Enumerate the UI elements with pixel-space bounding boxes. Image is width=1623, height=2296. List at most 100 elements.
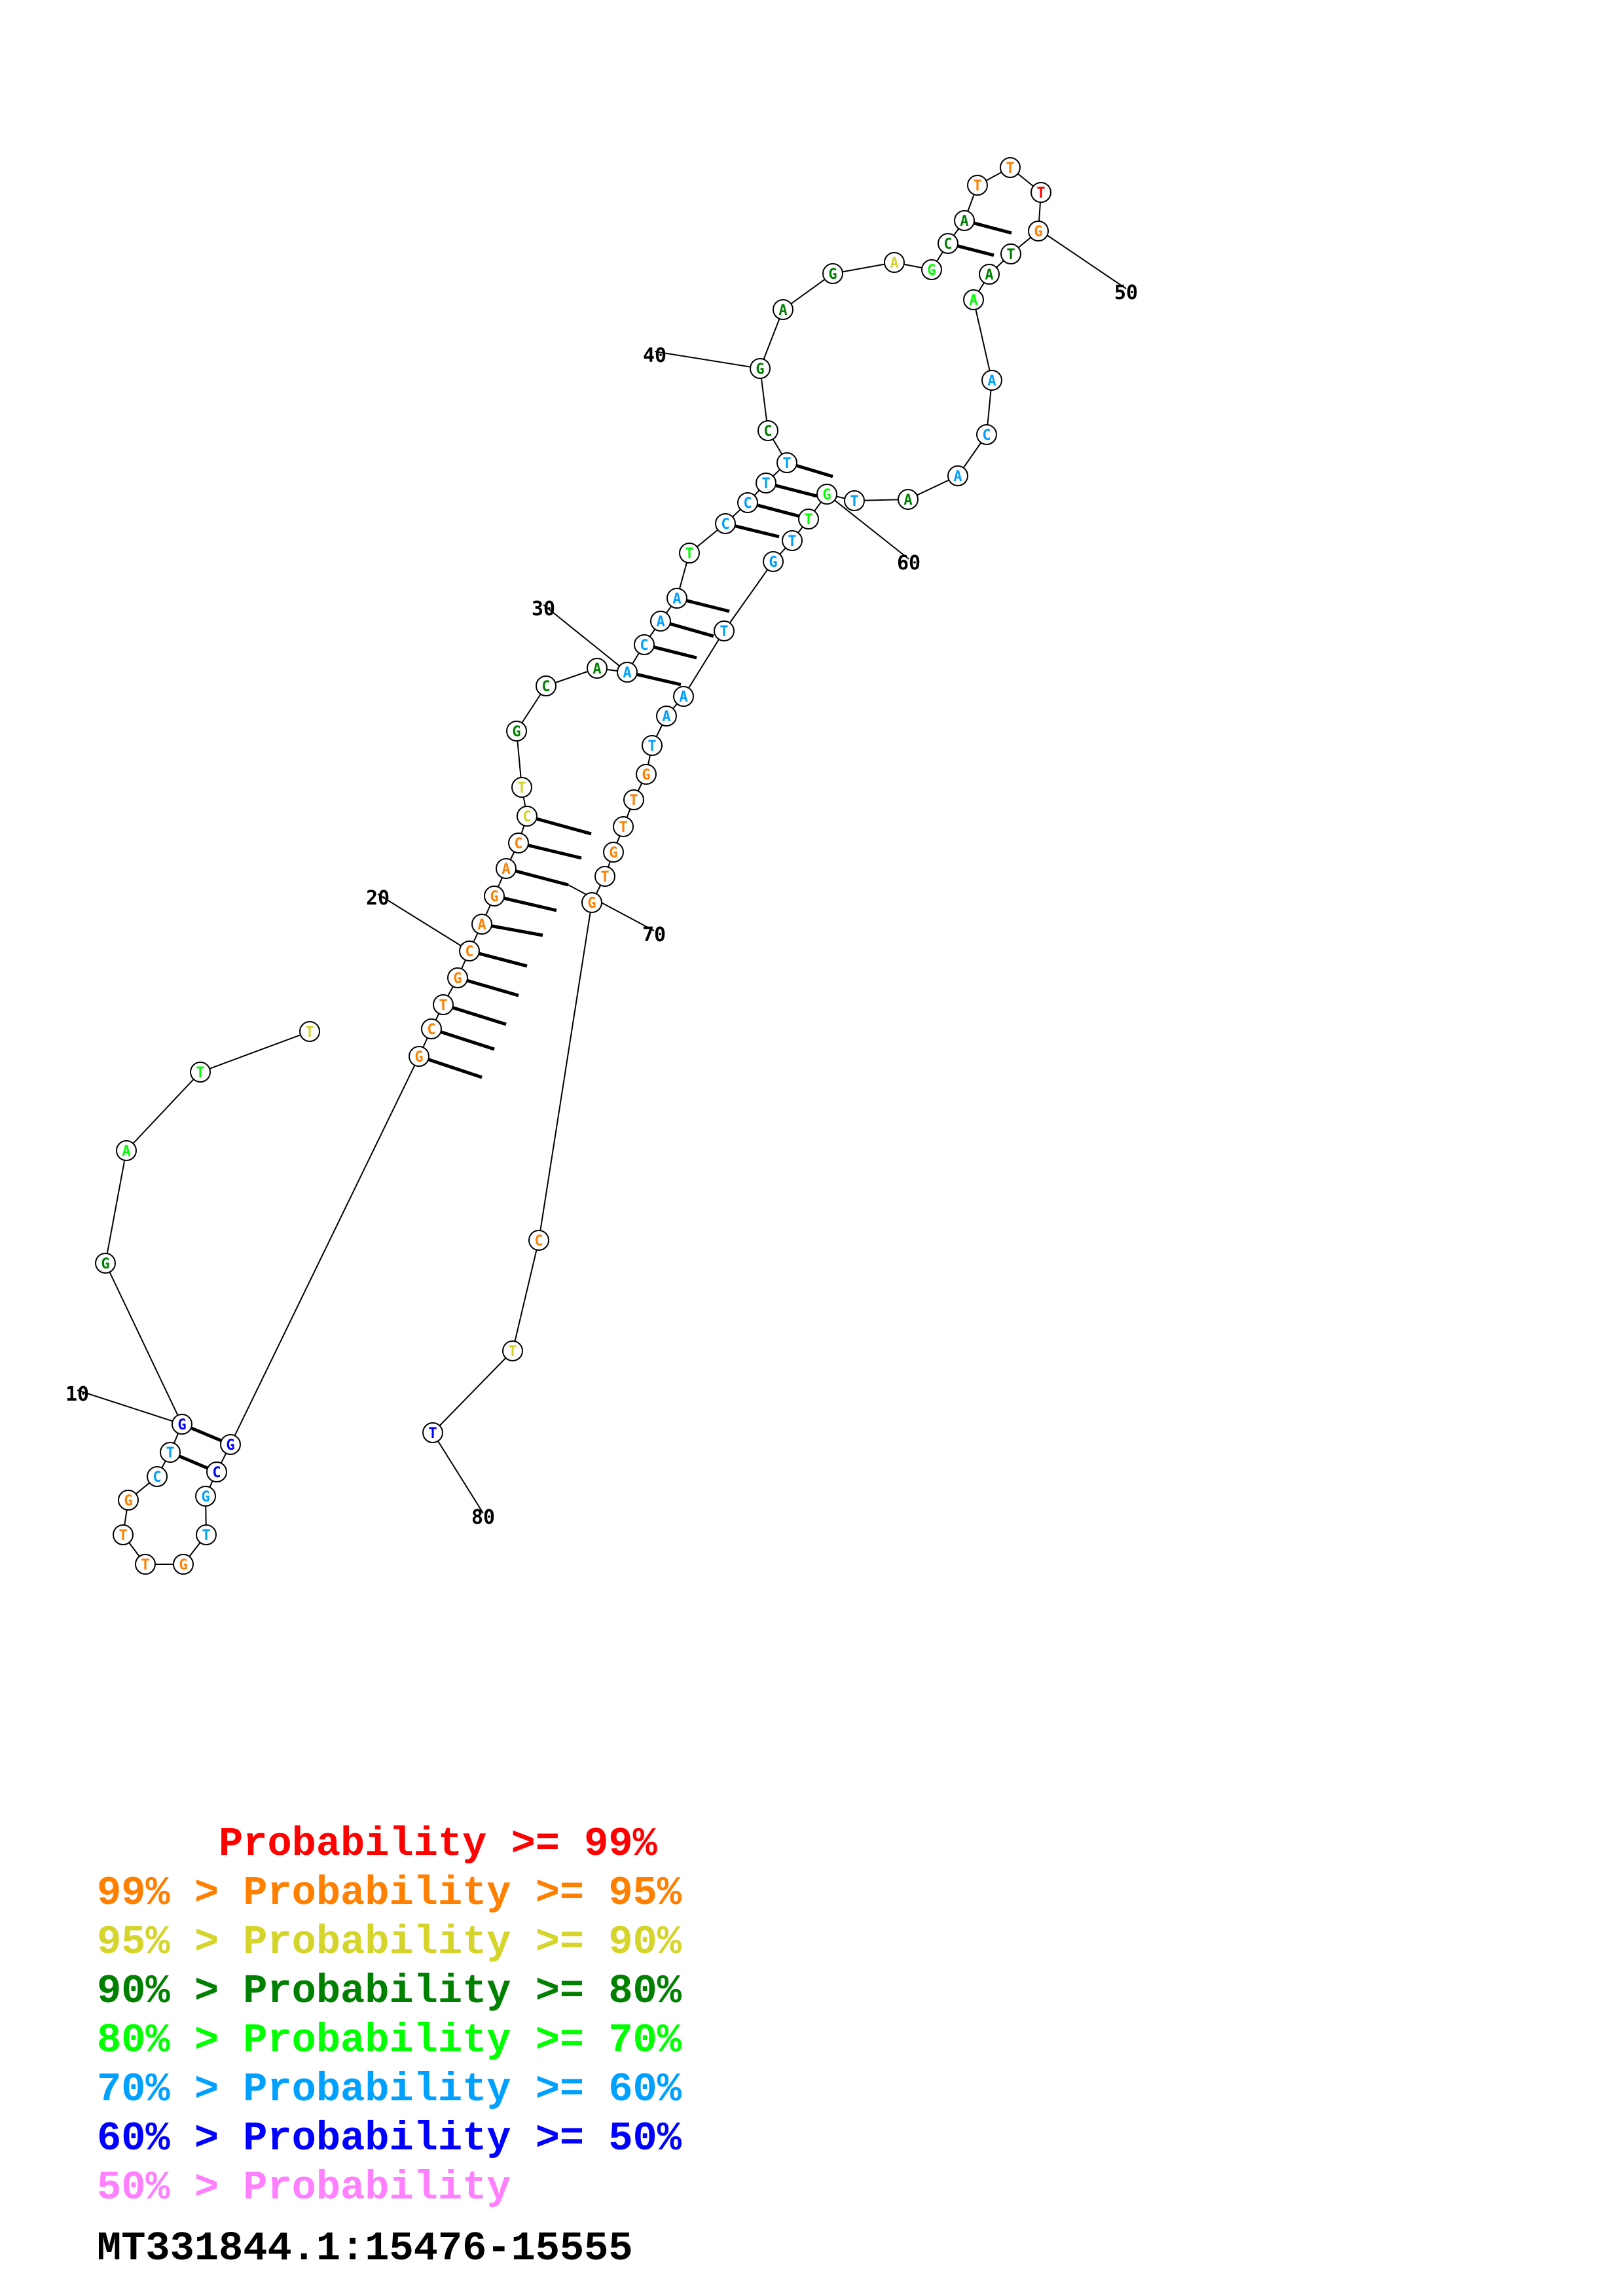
svg-text:T: T — [804, 512, 812, 528]
nucleotide: A — [884, 252, 905, 273]
backbone-segment — [105, 1263, 183, 1425]
nucleotide: T — [160, 1442, 181, 1463]
svg-text:C: C — [943, 236, 952, 253]
svg-text:G: G — [927, 262, 936, 279]
svg-text:A: A — [477, 917, 486, 933]
nucleotide: T — [511, 777, 532, 798]
nucleotide: G — [173, 1554, 194, 1575]
svg-text:T: T — [619, 819, 627, 836]
nucleotide: A — [656, 706, 677, 726]
nucleotide: T — [433, 994, 454, 1015]
svg-text:T: T — [166, 1445, 174, 1462]
base-pair — [418, 1054, 483, 1079]
position-label: 10 — [65, 1383, 89, 1406]
nucleotide: T — [1000, 157, 1021, 178]
position-label: 40 — [643, 344, 666, 367]
svg-text:G: G — [587, 895, 596, 912]
nucleotide: A — [963, 289, 984, 310]
position-label-leader — [432, 1432, 484, 1514]
backbone — [105, 167, 1042, 1565]
nucleotide: A — [587, 658, 608, 679]
base-pair — [518, 841, 582, 860]
nucleotide: C — [206, 1462, 227, 1482]
nucleotide: G — [750, 358, 771, 379]
backbone-segment — [126, 1071, 201, 1151]
nucleotide: C — [976, 424, 997, 445]
svg-text:T: T — [508, 1344, 517, 1360]
nucleotide: G — [220, 1434, 241, 1455]
svg-text:T: T — [761, 476, 770, 492]
backbone-segment — [105, 1150, 127, 1264]
nucleotide: G — [1028, 221, 1049, 242]
svg-text:T: T — [517, 780, 526, 797]
svg-text:C: C — [514, 836, 522, 852]
nucleotide: A — [650, 611, 671, 632]
svg-text:A: A — [122, 1143, 130, 1160]
svg-text:G: G — [414, 1049, 423, 1066]
svg-text:T: T — [1036, 185, 1045, 202]
svg-text:T: T — [141, 1557, 149, 1573]
nucleotide: T — [190, 1062, 211, 1083]
backbone-segment — [683, 630, 725, 697]
svg-text:G: G — [490, 889, 498, 905]
nucleotide: G — [822, 263, 843, 284]
legend-entry: 70% > Probability >= 60% — [97, 2066, 682, 2113]
nucleotide: C — [757, 420, 778, 441]
nucleotide: C — [459, 941, 480, 961]
svg-text:A: A — [903, 492, 912, 509]
nucleotide: G — [506, 721, 527, 742]
nucleotide: G — [409, 1046, 429, 1067]
nucleotide: T — [422, 1422, 443, 1443]
svg-text:G: G — [769, 554, 777, 571]
svg-text:A: A — [656, 614, 665, 630]
position-label: 50 — [1114, 281, 1138, 304]
nucleotide: T — [196, 1524, 217, 1545]
nucleotide: A — [471, 914, 492, 935]
svg-text:A: A — [778, 302, 787, 319]
position-label: 80 — [471, 1506, 495, 1529]
nucleotide: G — [816, 484, 837, 505]
nucleotide: C — [737, 492, 758, 513]
backbone-segment — [200, 1031, 310, 1073]
svg-text:G: G — [453, 971, 462, 987]
backbone-segment — [432, 1350, 513, 1433]
nucleotide: T — [967, 175, 988, 196]
nucleotide: T — [798, 509, 819, 529]
svg-text:C: C — [763, 423, 772, 440]
svg-text:A: A — [969, 293, 977, 309]
svg-text:T: T — [788, 533, 796, 550]
svg-text:A: A — [987, 373, 996, 389]
nucleotide: T — [756, 473, 776, 493]
svg-text:A: A — [662, 709, 670, 725]
nucleotide: T — [623, 789, 644, 810]
nucleotide: G — [581, 892, 602, 913]
nucleotide: G — [172, 1414, 192, 1435]
svg-text:C: C — [721, 516, 729, 533]
position-label-leader — [826, 493, 909, 560]
position-label-leader — [1040, 230, 1127, 289]
svg-text:A: A — [501, 861, 510, 878]
svg-text:T: T — [1006, 247, 1015, 263]
position-label: 60 — [897, 552, 921, 575]
nucleotide: C — [528, 1230, 549, 1251]
svg-text:C: C — [541, 679, 550, 695]
base-pairs — [170, 219, 1012, 1474]
nucleotide: G — [447, 967, 468, 988]
legend-entry: 99% > Probability >= 95% — [97, 1870, 682, 1916]
svg-text:C: C — [153, 1469, 161, 1486]
svg-text:T: T — [720, 624, 728, 640]
svg-text:A: A — [623, 665, 631, 681]
position-label: 20 — [366, 887, 390, 910]
nucleotide: G — [921, 259, 942, 280]
svg-text:A: A — [593, 661, 601, 677]
nucleotide: G — [636, 764, 657, 785]
position-label-leader — [568, 884, 655, 931]
legend-entry: 60% > Probability >= 50% — [97, 2115, 682, 2162]
svg-text:A: A — [679, 689, 687, 706]
svg-text:A: A — [960, 213, 968, 230]
svg-text:T: T — [1006, 160, 1014, 177]
svg-text:C: C — [640, 637, 648, 654]
nucleotide: T — [714, 620, 735, 641]
svg-text:G: G — [124, 1493, 132, 1509]
